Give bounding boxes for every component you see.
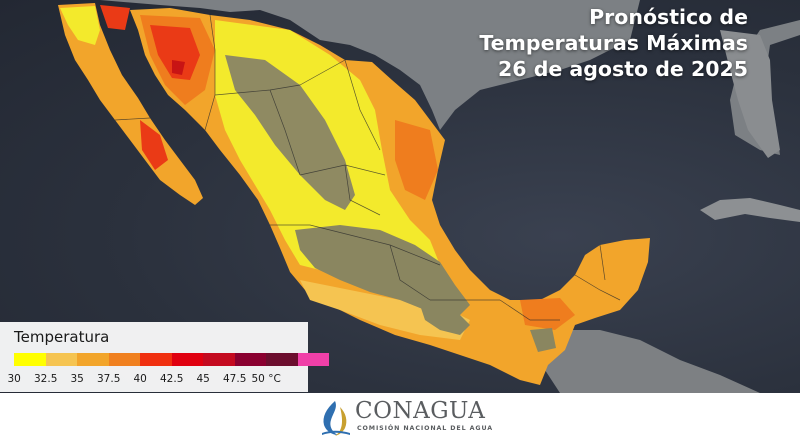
very-hot-zone-sonora [150, 25, 200, 80]
title-line-1: Pronóstico de [589, 5, 748, 29]
legend-title: Temperatura [14, 328, 110, 346]
highlands-central-plateau [295, 225, 470, 320]
highlands-chiapas [530, 328, 556, 352]
conagua-emblem-icon [322, 401, 350, 436]
temperature-map: Pronóstico de Temperaturas Máximas 26 de… [0, 0, 800, 393]
hot-zone-tamaulipas [395, 120, 438, 200]
hot-zone-baja-south [140, 120, 168, 170]
legend-tick-label: 37.5 [97, 373, 121, 385]
mild-zone-baja [60, 6, 100, 45]
central-america [545, 330, 760, 393]
hot-zone-baja-north [100, 5, 130, 30]
legend-swatch [45, 353, 77, 366]
legend-tick-label: 50 °C [251, 373, 281, 385]
mexico-forecast-map [0, 0, 800, 393]
conagua-logo-name: CONAGUA [355, 398, 486, 424]
legend-swatch [203, 353, 235, 366]
legend-swatch [108, 353, 140, 366]
legend-tick-label: 45 [196, 373, 210, 385]
legend-swatch [140, 353, 172, 366]
title-line-2: Temperaturas Máximas [479, 31, 748, 55]
legend-swatch [266, 353, 298, 366]
legend-color-bar [14, 353, 329, 366]
legend-tick-labels: 30 32.5 35 37.5 40 42.5 45 47.5 50 °C [0, 373, 308, 387]
legend-swatch [14, 353, 46, 366]
legend-tick-label: 42.5 [160, 373, 184, 385]
highlands-sierra-madre-occidental [225, 55, 355, 210]
footer: CONAGUA COMISIÓN NACIONAL DEL AGUA [0, 393, 800, 445]
legend-swatch [234, 353, 266, 366]
legend-swatch [171, 353, 203, 366]
map-title: Pronóstico de Temperaturas Máximas 26 de… [479, 4, 748, 82]
legend-tick-label: 40 [133, 373, 147, 385]
highlands-oaxaca [420, 305, 470, 335]
mild-zone-south [300, 280, 470, 340]
florida [720, 30, 780, 158]
baja-california [58, 3, 203, 205]
usa-gulf-coast [100, 0, 640, 130]
extreme-spot-sonora [172, 60, 185, 75]
state-borders [114, 14, 621, 321]
legend-tick-label: 47.5 [223, 373, 247, 385]
title-line-3-date: 26 de agosto de 2025 [498, 57, 748, 81]
legend-tick-label: 35 [70, 373, 84, 385]
legend-tick-label: 30 [7, 373, 21, 385]
legend-swatch [77, 353, 109, 366]
cuba [700, 198, 800, 222]
hot-zone-yucatan [520, 298, 575, 330]
legend-tick-label: 32.5 [34, 373, 58, 385]
legend-swatch [297, 353, 329, 366]
conagua-logo-subtitle: COMISIÓN NACIONAL DEL AGUA [357, 425, 494, 432]
temperature-legend: Temperatura 30 32.5 35 37.5 40 42.5 45 47.5 50 °… [0, 322, 329, 392]
